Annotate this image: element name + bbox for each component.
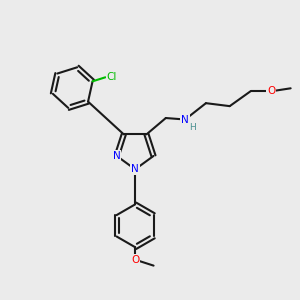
Text: Cl: Cl [107, 72, 117, 82]
Text: O: O [267, 86, 275, 96]
Text: H: H [189, 123, 196, 132]
Text: N: N [181, 115, 189, 124]
Text: N: N [113, 151, 121, 161]
Text: O: O [131, 255, 139, 265]
Text: N: N [131, 164, 139, 174]
